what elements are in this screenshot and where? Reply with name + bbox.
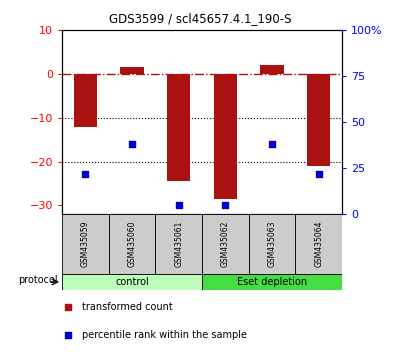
Bar <box>74 74 97 126</box>
Text: percentile rank within the sample: percentile rank within the sample <box>82 330 246 341</box>
Text: GDS3599 / scl45657.4.1_190-S: GDS3599 / scl45657.4.1_190-S <box>109 12 291 25</box>
FancyBboxPatch shape <box>295 214 342 274</box>
FancyBboxPatch shape <box>249 214 295 274</box>
FancyBboxPatch shape <box>62 274 202 290</box>
Text: Eset depletion: Eset depletion <box>237 277 307 287</box>
Point <box>64 304 71 310</box>
FancyBboxPatch shape <box>109 214 155 274</box>
FancyBboxPatch shape <box>62 214 109 274</box>
FancyBboxPatch shape <box>202 274 342 290</box>
Point <box>316 171 322 177</box>
Point <box>269 141 275 147</box>
Point <box>64 333 71 338</box>
FancyBboxPatch shape <box>202 214 249 274</box>
Bar <box>214 74 237 199</box>
Text: GSM435059: GSM435059 <box>81 221 90 267</box>
Point <box>82 171 88 177</box>
Bar <box>167 74 190 181</box>
Text: GSM435060: GSM435060 <box>128 221 136 267</box>
Bar <box>120 67 144 74</box>
Point <box>129 141 135 147</box>
Text: protocol: protocol <box>18 275 58 285</box>
Text: GSM435064: GSM435064 <box>314 221 323 267</box>
Text: control: control <box>115 277 149 287</box>
Text: transformed count: transformed count <box>82 302 172 312</box>
FancyBboxPatch shape <box>155 214 202 274</box>
Point <box>222 202 228 208</box>
Bar <box>307 74 330 166</box>
Text: GSM435062: GSM435062 <box>221 221 230 267</box>
Bar <box>260 65 284 74</box>
Point <box>176 202 182 208</box>
Text: GSM435063: GSM435063 <box>268 221 276 267</box>
Text: GSM435061: GSM435061 <box>174 221 183 267</box>
